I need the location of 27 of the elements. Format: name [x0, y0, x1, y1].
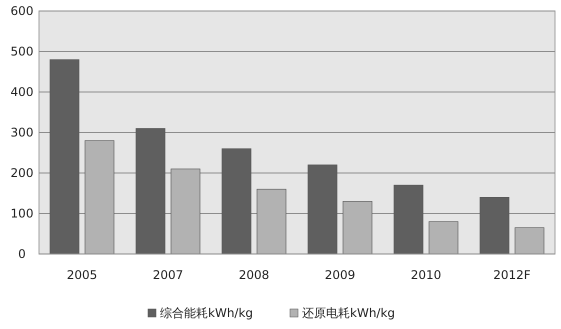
bar [394, 184, 424, 254]
x-tick-label: 2008 [238, 268, 270, 282]
bar [170, 168, 200, 254]
bar [308, 164, 338, 254]
bar [222, 148, 252, 254]
x-tick-label: 2012F [493, 268, 531, 282]
bar [514, 227, 544, 254]
bar [342, 201, 372, 254]
legend-label: 还原电耗kWh/kg [302, 306, 396, 320]
x-tick-label: 2007 [152, 268, 184, 282]
y-tick-label: 200 [10, 166, 34, 180]
y-tick-label: 0 [18, 247, 26, 261]
y-tick-label: 600 [10, 4, 34, 18]
y-tick-label: 300 [10, 126, 34, 140]
y-tick-label: 400 [10, 85, 34, 99]
legend-label: 综合能耗kWh/kg [160, 306, 254, 320]
bar [428, 221, 458, 254]
bar [480, 197, 510, 254]
bar [136, 128, 166, 254]
y-tick-label: 100 [10, 206, 34, 220]
x-tick-label: 2009 [324, 268, 356, 282]
y-tick-label: 500 [10, 44, 34, 58]
bar [256, 188, 286, 254]
x-tick-label: 2010 [410, 268, 442, 282]
bar [50, 59, 80, 254]
x-tick-label: 2005 [66, 268, 98, 282]
bar [84, 140, 114, 254]
